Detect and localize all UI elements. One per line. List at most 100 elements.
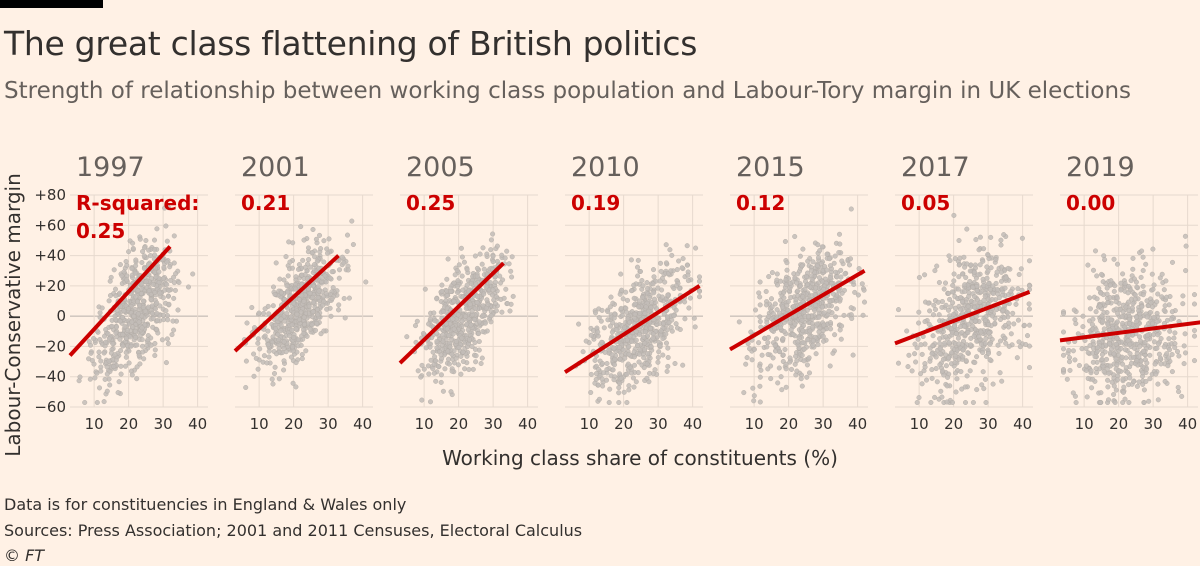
r-squared-prefix: R-squared: [76,191,199,215]
data-point [451,280,457,286]
data-point [1168,316,1174,322]
data-point [966,293,972,299]
data-point [986,322,992,328]
data-point [1002,335,1008,341]
data-point [123,335,129,341]
data-point [464,282,470,288]
data-point [1147,309,1153,315]
data-point [962,288,968,294]
data-point [777,349,783,355]
data-point [994,287,1000,293]
data-point [637,310,643,316]
data-point [1108,278,1114,284]
data-point [793,353,799,359]
data-point [692,324,698,330]
data-point [134,376,140,382]
data-point [992,320,998,326]
data-point [290,380,296,386]
r-squared-value: 0.21 [241,191,290,215]
data-point [1104,291,1110,297]
data-point [636,359,642,365]
data-point [658,328,664,334]
data-point [501,295,507,301]
data-point [163,223,169,229]
data-point [284,283,290,289]
data-point [1123,304,1129,310]
data-point [621,389,627,395]
data-point [1191,358,1197,364]
data-point [336,275,342,281]
data-point [251,351,257,357]
data-point [635,264,641,270]
data-point [647,295,653,301]
data-point [951,311,957,317]
data-point [631,384,637,390]
data-point [974,288,980,294]
data-point [266,311,272,317]
data-point [1183,243,1189,249]
data-point [751,398,757,404]
panel-year-label: 2015 [736,152,805,183]
data-point [757,383,763,389]
data-point [805,281,811,287]
data-point [841,312,847,318]
data-point [136,352,142,358]
data-point [596,396,602,402]
data-point [937,351,943,357]
data-point [679,265,685,271]
data-point [1126,333,1132,339]
data-point [96,349,102,355]
data-point [757,374,763,380]
data-point [685,278,691,284]
x-tick-label: 40 [1013,415,1032,433]
data-point [1137,343,1143,349]
data-point [943,363,949,369]
data-point [963,274,969,280]
data-point [1060,310,1066,316]
data-point [950,400,956,406]
x-tick-label: 30 [319,415,338,433]
x-tick-label: 30 [154,415,173,433]
data-point [805,258,811,264]
data-point [780,336,786,342]
data-point [130,324,136,330]
data-point [278,322,284,328]
data-point [628,257,634,263]
data-point [109,323,115,329]
data-point [904,328,910,334]
data-point [482,320,488,326]
data-point [641,355,647,361]
data-point [341,295,347,301]
data-point [346,295,352,301]
data-point [306,286,312,292]
data-point [955,286,961,292]
data-point [644,361,650,367]
data-point [1098,290,1104,296]
data-point [596,366,602,372]
data-point [612,356,618,362]
data-point [645,351,651,357]
data-point [643,329,649,335]
data-note: Data is for constituencies in England & … [4,495,407,514]
data-point [1175,384,1181,390]
data-point [420,330,426,336]
data-point [775,380,781,386]
data-point [801,346,807,352]
data-point [265,342,271,348]
data-point [1151,339,1157,345]
data-point [1191,327,1197,333]
data-point [87,376,93,382]
data-point [315,312,321,318]
data-point [946,340,952,346]
data-point [490,259,496,265]
data-point [86,356,92,362]
data-point [171,280,177,286]
data-point [772,342,778,348]
data-point [952,323,958,329]
data-point [1105,397,1111,403]
data-point [488,313,494,319]
data-point [1095,345,1101,351]
data-point [821,338,827,344]
data-point [601,325,607,331]
data-point [1003,275,1009,281]
